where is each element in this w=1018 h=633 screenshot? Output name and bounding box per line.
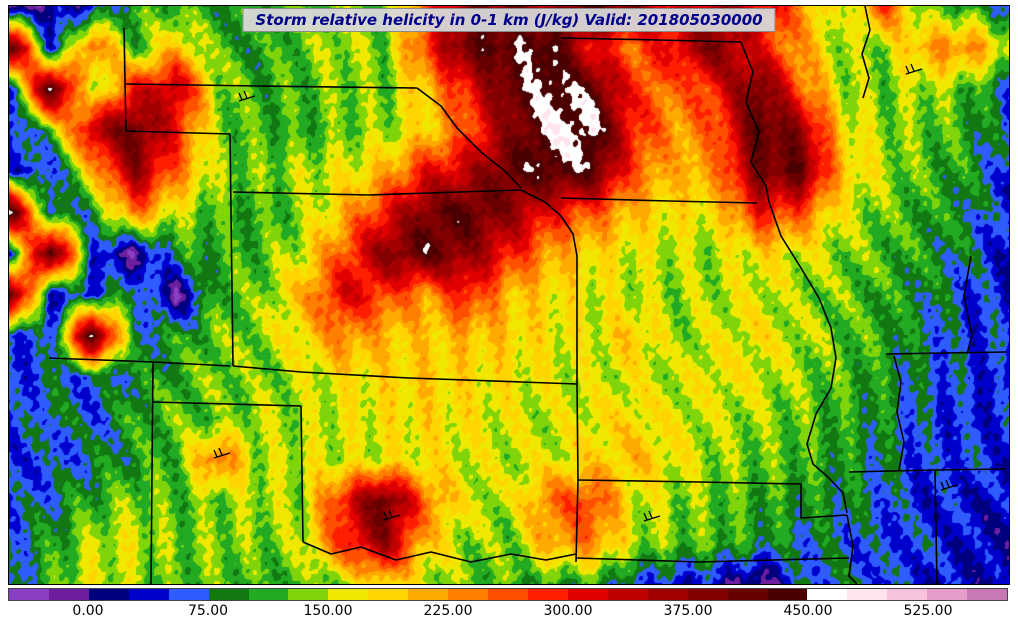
colorbar-segment — [88, 589, 129, 600]
colorbar-segment — [448, 589, 489, 600]
colorbar-segment — [647, 589, 688, 600]
colorbar-segment — [967, 589, 1008, 600]
colorbar-tick-label: 0.00 — [72, 603, 104, 619]
colorbar-segment — [687, 589, 728, 600]
map-title: Storm relative helicity in 0-1 km (J/kg)… — [242, 8, 776, 32]
colorbar-segment — [9, 589, 49, 600]
colorbar-segment — [767, 589, 808, 600]
colorbar-segment — [288, 589, 329, 600]
colorbar-segment — [128, 589, 169, 600]
colorbar-tick-label: 375.00 — [663, 603, 713, 619]
colorbar: 0.00 75.00 150.00 225.00 300.00 375.00 450.00 5… — [8, 588, 1008, 623]
colorbar-segment — [368, 589, 409, 600]
colorbar-swatches — [8, 588, 1008, 601]
colorbar-segment — [607, 589, 648, 600]
colorbar-segment — [567, 589, 608, 600]
colorbar-segment — [927, 589, 968, 600]
colorbar-tick-label: 150.00 — [303, 603, 353, 619]
colorbar-segment — [328, 589, 369, 600]
colorbar-segment — [488, 589, 528, 600]
colorbar-tick-label: 300.00 — [543, 603, 593, 619]
colorbar-tick-label: 450.00 — [783, 603, 833, 619]
colorbar-segment — [527, 589, 568, 600]
map-frame: Storm relative helicity in 0-1 km (J/kg)… — [8, 5, 1010, 585]
colorbar-tick-label: 75.00 — [187, 603, 229, 619]
colorbar-segment — [408, 589, 449, 600]
helicity-field-canvas — [9, 6, 1009, 584]
colorbar-segment — [208, 589, 249, 600]
colorbar-segment — [168, 589, 209, 600]
colorbar-labels: 0.00 75.00 150.00 225.00 300.00 375.00 450.00 5… — [8, 603, 1008, 623]
colorbar-segment — [248, 589, 289, 600]
colorbar-segment — [887, 589, 928, 600]
colorbar-segment — [847, 589, 888, 600]
colorbar-tick-label: 225.00 — [423, 603, 473, 619]
colorbar-segment — [727, 589, 768, 600]
colorbar-segment — [48, 589, 89, 600]
colorbar-segment — [807, 589, 848, 600]
colorbar-tick-label: 525.00 — [903, 603, 953, 619]
